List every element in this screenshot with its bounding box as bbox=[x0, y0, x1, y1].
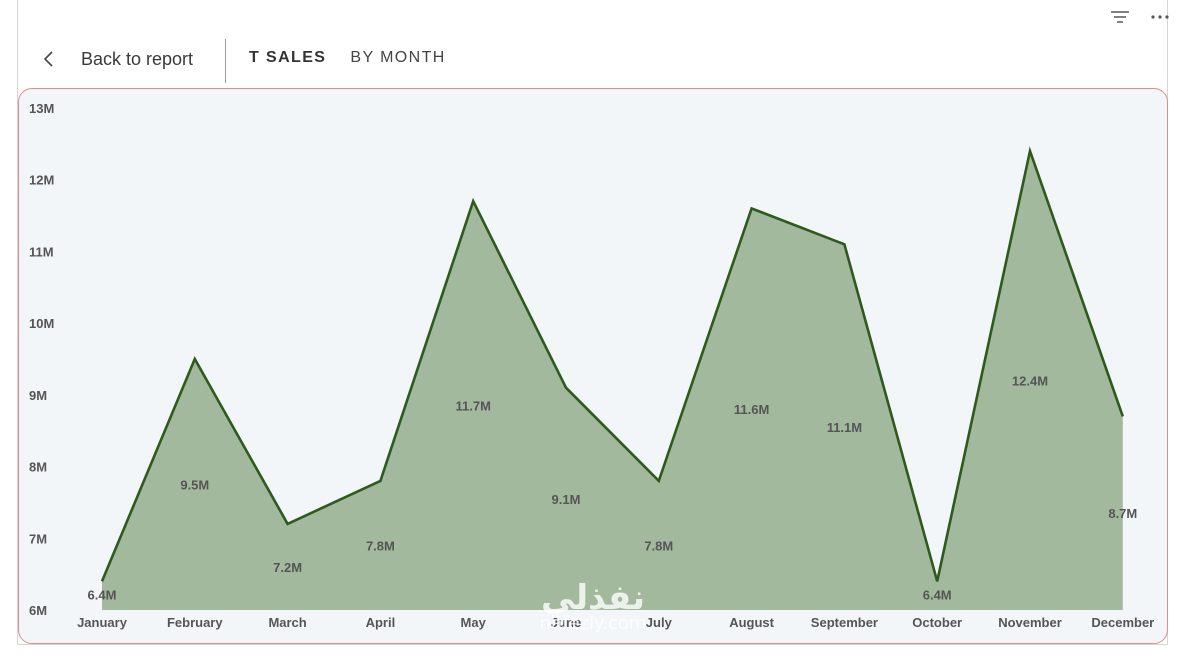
watermark-url: nafezly.com bbox=[540, 613, 647, 634]
y-tick-label: 8M bbox=[29, 460, 47, 475]
data-label-november: 12.4M bbox=[1012, 374, 1048, 389]
data-label-february: 9.5M bbox=[180, 478, 209, 493]
watermark: نفذلي nafezly.com bbox=[540, 578, 647, 634]
x-tick-label: May bbox=[461, 615, 487, 630]
data-label-may: 11.7M bbox=[455, 399, 490, 414]
y-tick-label: 13M bbox=[29, 101, 54, 116]
line-layer bbox=[100, 146, 1125, 582]
filter-icon[interactable] bbox=[1109, 6, 1131, 28]
visual-toolbar bbox=[1109, 6, 1171, 28]
y-tick-label: 12M bbox=[29, 173, 54, 188]
data-label-march: 7.2M bbox=[273, 560, 302, 575]
data-label-august: 11.6M bbox=[734, 402, 769, 417]
x-tick-label: July bbox=[646, 615, 673, 630]
header-divider bbox=[225, 39, 226, 83]
area-layer bbox=[102, 151, 1123, 610]
area-chart: 6.4M 9.5M 7.2M 7.8M 11.7M 9.1M 7.8M 11.6M 11.1M 6… bbox=[29, 101, 1154, 634]
chevron-left-icon bbox=[43, 51, 53, 67]
x-tick-label: October bbox=[912, 615, 962, 630]
y-tick-label: 11M bbox=[29, 244, 54, 259]
x-tick-label: April bbox=[366, 615, 396, 630]
x-axis: January February March April May June July Augu… bbox=[77, 615, 1154, 630]
y-tick-label: 7M bbox=[29, 531, 47, 546]
data-label-june: 9.1M bbox=[552, 492, 581, 507]
visual-title: T SALES BY MONTH bbox=[249, 49, 446, 67]
data-label-september: 11.1M bbox=[827, 420, 862, 435]
data-label-april: 7.8M bbox=[366, 538, 395, 553]
x-tick-label: June bbox=[551, 615, 581, 630]
series-line bbox=[100, 146, 1125, 582]
back-to-report-button[interactable]: Back to report bbox=[41, 36, 193, 82]
x-tick-label: March bbox=[268, 615, 306, 630]
more-options-icon[interactable] bbox=[1149, 6, 1171, 28]
chart-panel: 6.4M 9.5M 7.2M 7.8M 11.7M 9.1M 7.8M 11.6M 11.1M 6… bbox=[18, 88, 1168, 644]
visual-title-sub: BY MONTH bbox=[350, 49, 446, 66]
y-tick-label: 9M bbox=[29, 388, 47, 403]
data-label-july: 7.8M bbox=[644, 538, 673, 553]
y-tick-label: 6M bbox=[29, 603, 47, 618]
data-label-december: 8.7M bbox=[1108, 506, 1137, 521]
series-area bbox=[102, 151, 1123, 610]
y-tick-label: 10M bbox=[29, 316, 54, 331]
visual-title-main: T SALES bbox=[249, 49, 327, 66]
x-tick-label: January bbox=[77, 615, 128, 630]
watermark-logo: نفذلي bbox=[541, 578, 645, 618]
data-label-layer: 6.4M 9.5M 7.2M 7.8M 11.7M 9.1M 7.8M 11.6M 11.1M 6… bbox=[88, 374, 1138, 603]
x-tick-label: September bbox=[811, 615, 878, 630]
y-axis: 6M 7M 8M 9M 10M 11M 12M 13M bbox=[29, 101, 54, 618]
back-to-report-label: Back to report bbox=[81, 48, 194, 69]
data-label-january: 6.4M bbox=[88, 587, 117, 602]
data-label-october: 6.4M bbox=[923, 587, 952, 602]
x-tick-label: December bbox=[1091, 615, 1154, 630]
x-tick-label: August bbox=[729, 615, 774, 630]
visual-header: Back to report T SALES BY MONTH bbox=[17, 36, 1168, 83]
x-tick-label: November bbox=[998, 615, 1062, 630]
x-tick-label: February bbox=[167, 615, 223, 630]
